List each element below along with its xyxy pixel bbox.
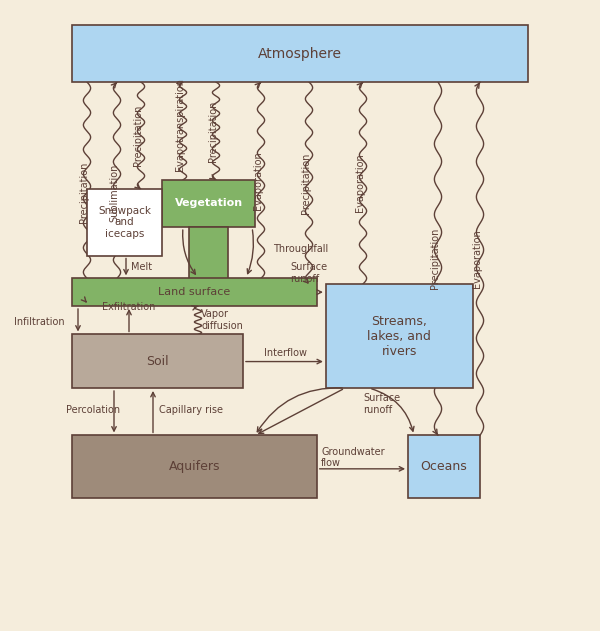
Text: Evapotranspiration: Evapotranspiration: [175, 78, 185, 171]
Text: Precipitation: Precipitation: [79, 162, 89, 223]
Text: Snowpack
and
icecaps: Snowpack and icecaps: [98, 206, 151, 239]
FancyBboxPatch shape: [408, 435, 480, 498]
FancyBboxPatch shape: [162, 180, 255, 227]
Text: Interflow: Interflow: [264, 348, 307, 358]
Text: Aquifers: Aquifers: [169, 461, 220, 473]
Text: Streams,
lakes, and
rivers: Streams, lakes, and rivers: [367, 314, 431, 358]
Text: Precipitation: Precipitation: [301, 152, 311, 214]
Text: Precipitation: Precipitation: [430, 228, 440, 290]
Text: Vegetation: Vegetation: [175, 199, 242, 208]
Text: Evaporation: Evaporation: [472, 229, 482, 288]
Text: Evaporation: Evaporation: [253, 151, 263, 209]
Text: Throughfall: Throughfall: [273, 244, 328, 254]
Text: Precipitation: Precipitation: [133, 105, 143, 167]
FancyBboxPatch shape: [72, 435, 317, 498]
Text: Infiltration: Infiltration: [14, 317, 64, 327]
FancyBboxPatch shape: [87, 189, 162, 256]
Text: Evaporation: Evaporation: [355, 153, 365, 213]
Text: Vapor
diffusion: Vapor diffusion: [201, 309, 243, 331]
Text: Atmosphere: Atmosphere: [258, 47, 342, 61]
Text: Exfiltration: Exfiltration: [103, 302, 155, 312]
Text: Capillary rise: Capillary rise: [159, 405, 223, 415]
Text: Melt: Melt: [131, 262, 152, 272]
Text: Land surface: Land surface: [158, 287, 230, 297]
Text: Groundwater
flow: Groundwater flow: [321, 447, 385, 468]
FancyBboxPatch shape: [72, 278, 317, 306]
Text: Surface
runoff: Surface runoff: [363, 393, 400, 415]
FancyBboxPatch shape: [326, 284, 473, 388]
Text: Percolation: Percolation: [66, 405, 120, 415]
Text: Precipitation: Precipitation: [208, 100, 218, 162]
Text: Sublimation: Sublimation: [109, 163, 119, 221]
Text: Soil: Soil: [146, 355, 169, 368]
Text: Oceans: Oceans: [421, 461, 467, 473]
FancyBboxPatch shape: [72, 334, 243, 388]
FancyBboxPatch shape: [189, 227, 228, 304]
FancyBboxPatch shape: [72, 25, 528, 82]
Text: Surface
runoff: Surface runoff: [290, 262, 328, 284]
